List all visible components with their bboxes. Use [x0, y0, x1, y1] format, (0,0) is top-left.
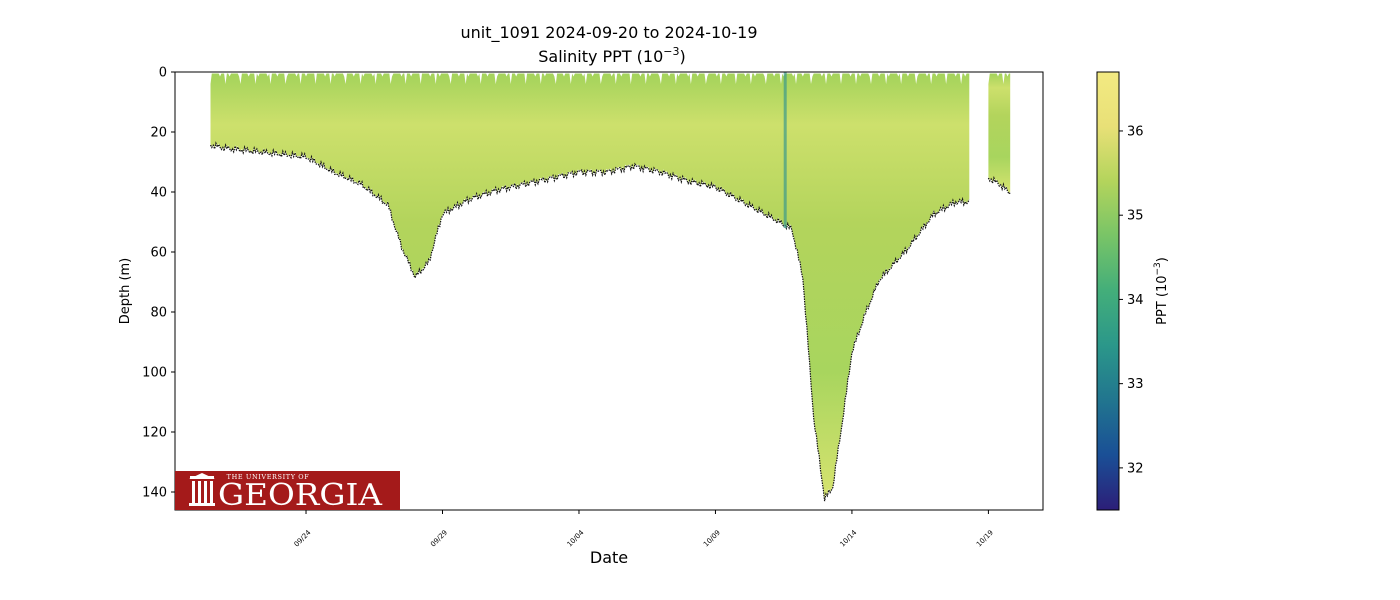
subtitle-exponent: −3: [663, 45, 679, 58]
colorbar-tick-label: 36: [1127, 124, 1144, 139]
colorbar-label-exponent: −3: [1153, 262, 1163, 275]
x-tick-label: 10/09: [702, 529, 722, 549]
y-tick-label: 80: [150, 306, 167, 321]
salinity-profile-main-bottom-edge: [209, 141, 970, 502]
x-tick-label: 10/04: [566, 528, 586, 548]
data-layer: [209, 72, 1011, 502]
svg-text:GEORGIA: GEORGIA: [218, 478, 382, 513]
y-tick-label: 0: [159, 66, 167, 81]
y-tick-label: 60: [150, 246, 167, 261]
x-tick-label: 09/29: [429, 529, 449, 549]
salinity-profile-tail-bottom-edge: [987, 175, 1011, 195]
x-tick-label: 10/19: [975, 529, 995, 549]
colorbar: [1096, 71, 1120, 511]
colorbar-label-suffix: ): [1155, 257, 1170, 262]
subtitle-suffix: ): [680, 47, 686, 66]
x-axis: 09/24 09/29 10/04 10/09 10/14 10/19: [293, 510, 995, 549]
y-tick-label: 120: [142, 426, 167, 441]
colorbar-label: PPT (10−3): [1153, 257, 1170, 325]
salinity-profile-main: [210, 73, 970, 501]
plot-frame: [174, 71, 1044, 511]
y-tick-label: 40: [150, 186, 167, 201]
x-tick-label: 09/24: [293, 528, 313, 548]
chart-subtitle: Salinity PPT (10−3): [538, 45, 686, 66]
y-tick-label: 140: [142, 486, 167, 501]
colorbar-tick-label: 33: [1127, 377, 1144, 392]
university-of-georgia-logo: THE UNIVERSITY OF GEORGIA: [175, 471, 400, 513]
chart-title: unit_1091 2024-09-20 to 2024-10-19: [460, 23, 757, 43]
x-axis-label: Date: [590, 548, 628, 567]
subtitle-prefix: Salinity PPT (10: [538, 47, 663, 66]
y-tick-label: 100: [142, 366, 167, 381]
y-axis-label: Depth (m): [118, 258, 133, 325]
svg-text:THE UNIVERSITY OF: THE UNIVERSITY OF: [227, 473, 310, 481]
y-axis: 0 20 40 60 80 100 120 140: [142, 66, 175, 501]
x-tick-label: 10/14: [839, 528, 859, 548]
colorbar-tick-label: 32: [1127, 461, 1144, 476]
colorbar-tick-label: 35: [1127, 209, 1144, 224]
salinity-profile-tail: [988, 73, 1011, 193]
colorbar-label-prefix: PPT (10: [1155, 275, 1170, 324]
colorbar-ticks: 32 33 34 35 36: [1119, 124, 1144, 476]
plot-area: [209, 72, 1011, 502]
colorbar-tick-label: 34: [1127, 293, 1144, 308]
y-tick-label: 20: [150, 126, 167, 141]
low-salinity-streak: [783, 72, 787, 228]
